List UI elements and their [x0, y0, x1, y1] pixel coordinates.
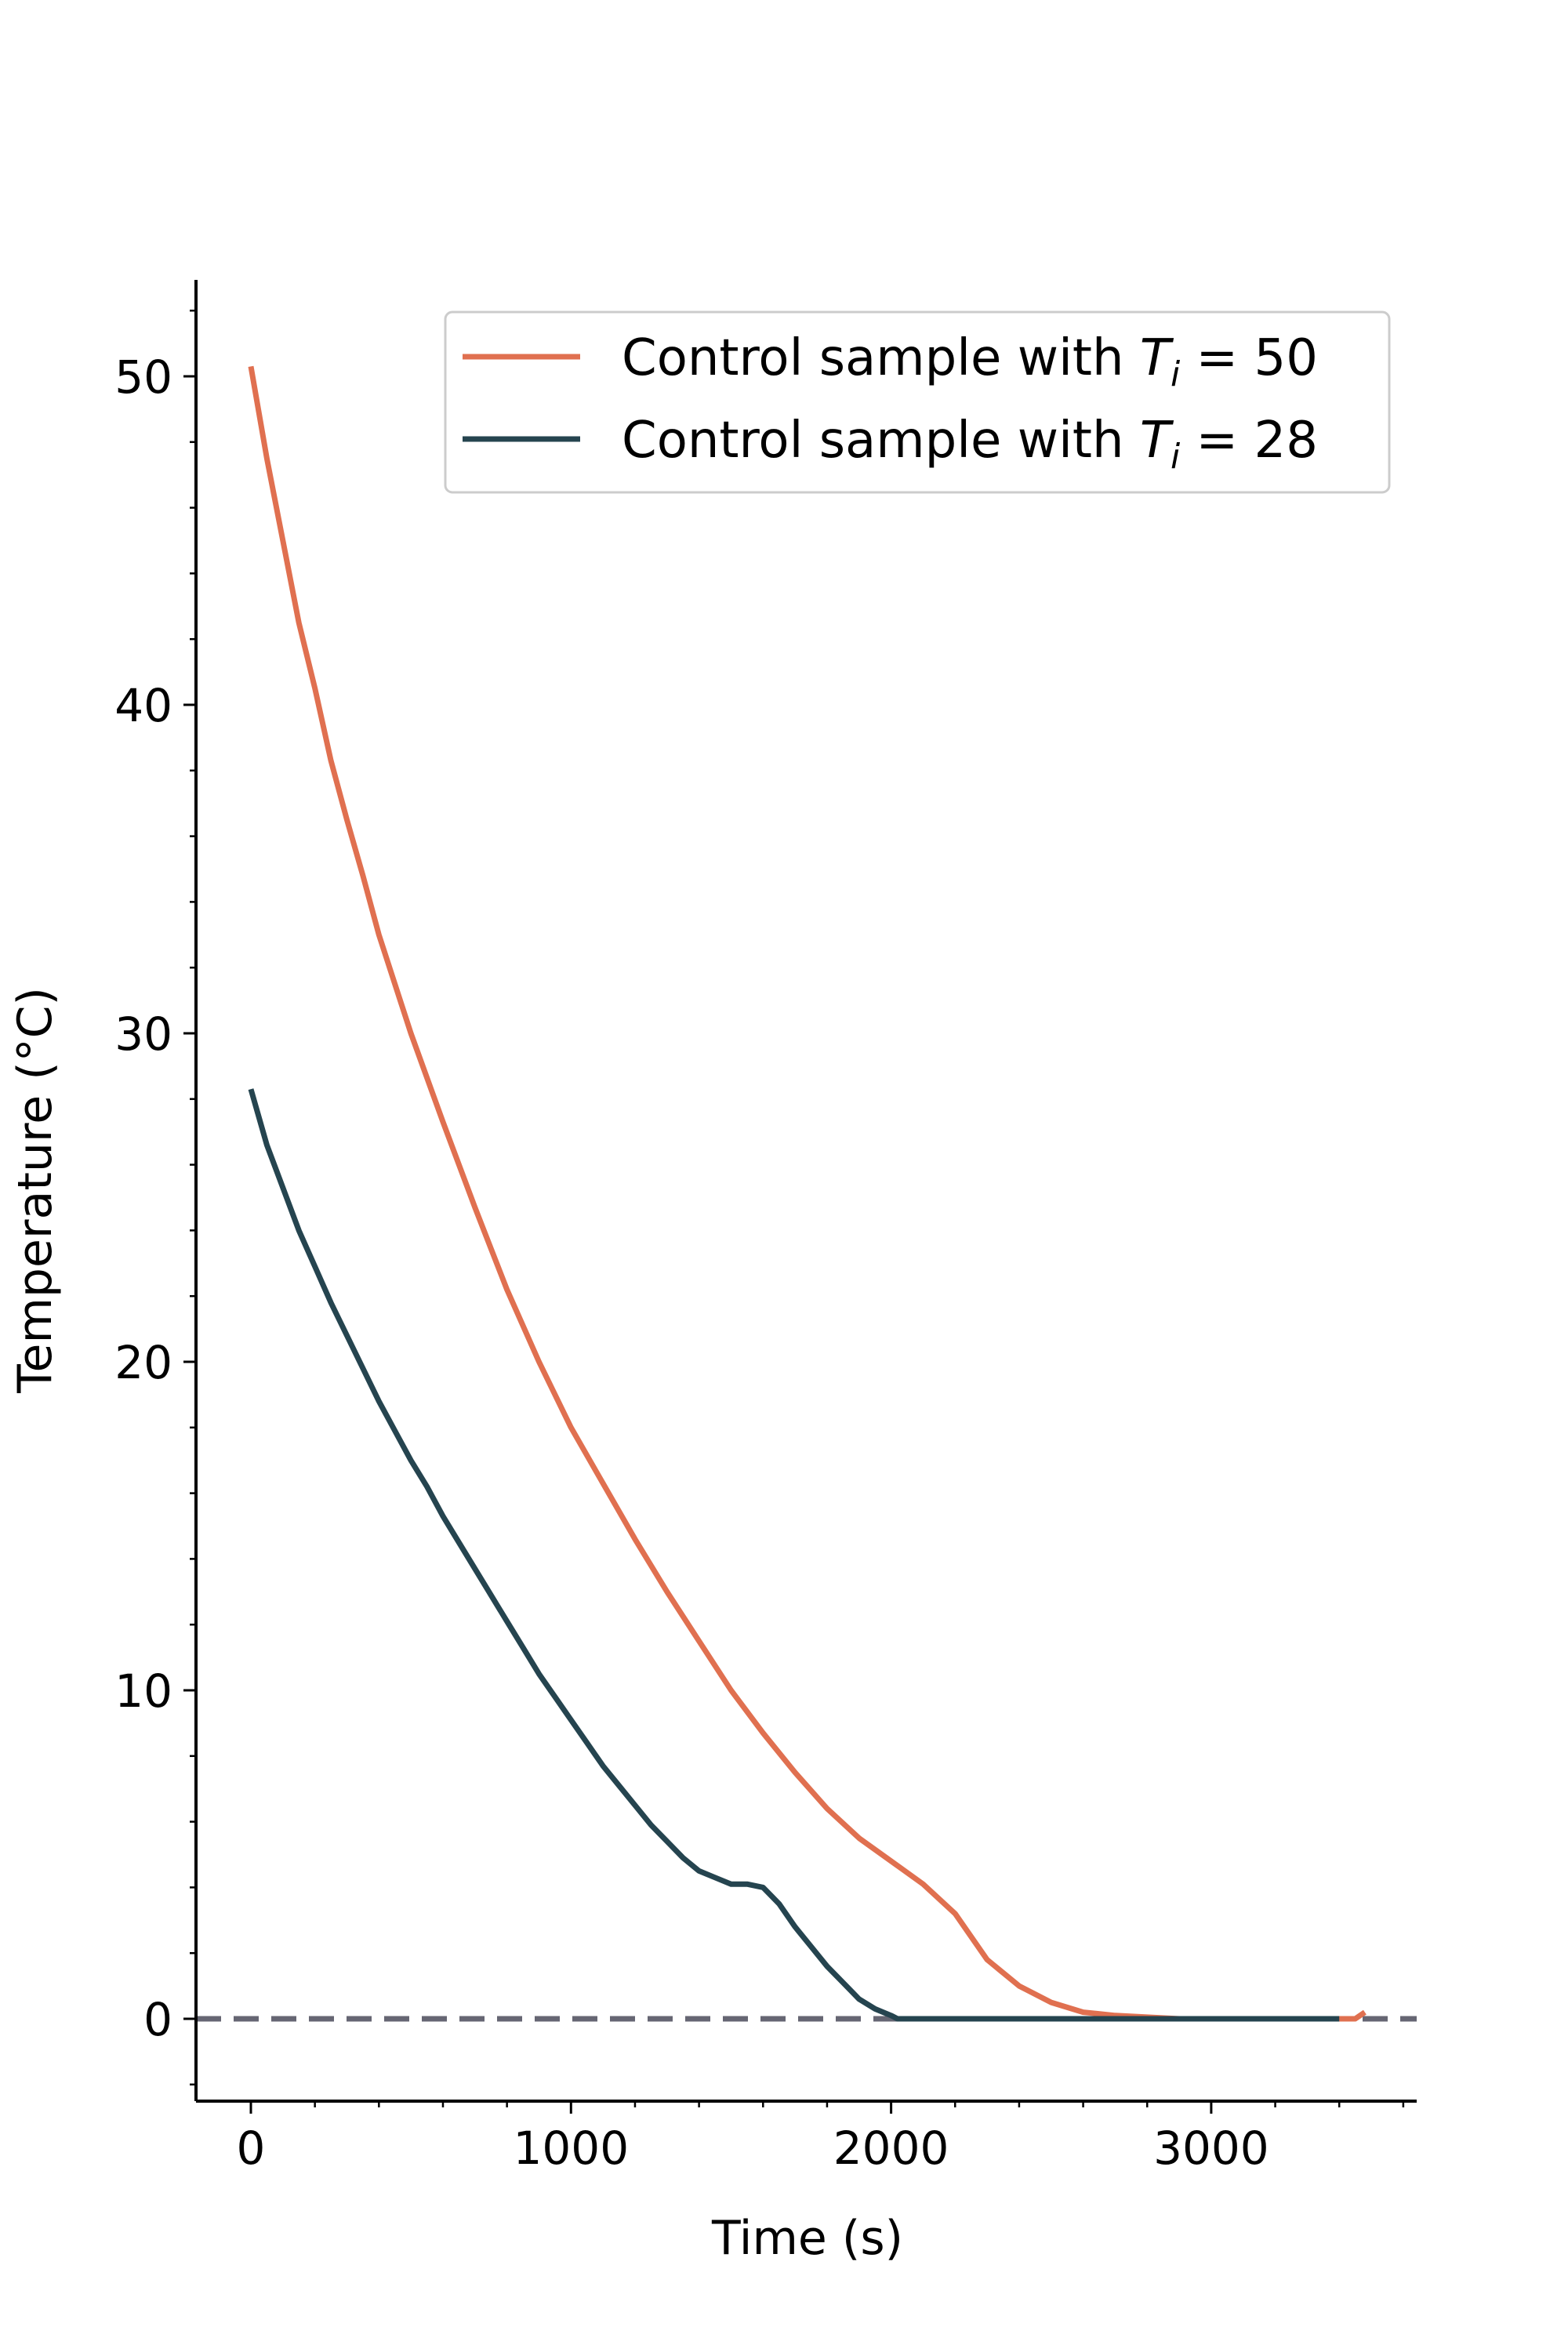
legend-box: [444, 310, 1391, 494]
series-line-1: [248, 365, 1367, 2022]
x-tick-label: 3000: [1153, 2122, 1269, 2175]
series-layer: [248, 365, 1367, 2022]
y-tick-label: 30: [114, 1007, 172, 1061]
y-tick-label: 20: [114, 1336, 172, 1389]
legend-label-1: Control sample with Ti = 50: [622, 329, 1318, 394]
y-tick-label: 50: [114, 350, 172, 404]
x-axis-ticks: 0 1000 2000 3000: [237, 2101, 1269, 2175]
x-tick-label: 0: [237, 2122, 266, 2175]
legend: Control sample with Ti = 50 Control sampl…: [444, 310, 1391, 494]
x-axis-label: Time (s): [711, 2211, 903, 2266]
y-tick-label: 40: [114, 679, 172, 732]
y-axis-ticks: 0 10 20 30 40 50: [114, 350, 196, 2046]
x-tick-label: 2000: [833, 2122, 949, 2175]
minor-ticks: [190, 309, 1405, 2107]
legend-label-2: Control sample with Ti = 28: [622, 412, 1318, 477]
x-tick-label: 1000: [513, 2122, 629, 2175]
y-axis-label: Temperature (°C): [8, 987, 63, 1394]
y-tick-label: 10: [114, 1664, 172, 1718]
y-tick-label: 0: [143, 1993, 172, 2046]
series-line-2: [248, 1088, 1340, 2022]
